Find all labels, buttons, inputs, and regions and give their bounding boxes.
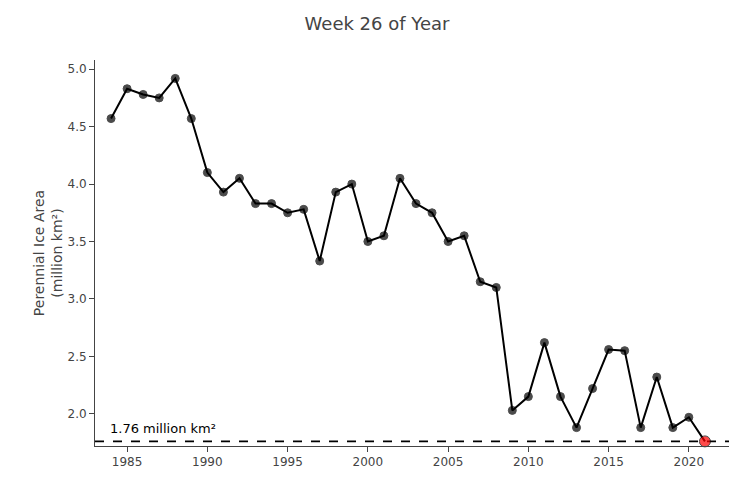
svg-text:2010: 2010 bbox=[513, 455, 544, 469]
svg-text:4.5: 4.5 bbox=[68, 120, 87, 134]
svg-text:1990: 1990 bbox=[192, 455, 223, 469]
svg-text:1995: 1995 bbox=[272, 455, 303, 469]
svg-text:1.76 million km²: 1.76 million km² bbox=[110, 421, 216, 436]
svg-text:3.0: 3.0 bbox=[68, 292, 87, 306]
svg-text:Week 26 of Year: Week 26 of Year bbox=[305, 13, 450, 34]
svg-text:2005: 2005 bbox=[433, 455, 464, 469]
svg-text:3.5: 3.5 bbox=[68, 235, 87, 249]
svg-text:2015: 2015 bbox=[593, 455, 624, 469]
svg-text:2.0: 2.0 bbox=[68, 407, 87, 421]
svg-text:2020: 2020 bbox=[674, 455, 705, 469]
svg-text:2000: 2000 bbox=[353, 455, 384, 469]
svg-text:1985: 1985 bbox=[112, 455, 143, 469]
svg-text:5.0: 5.0 bbox=[68, 62, 87, 76]
svg-text:Perennial Ice Area(million km²: Perennial Ice Area(million km²) bbox=[31, 190, 65, 316]
svg-text:4.0: 4.0 bbox=[68, 177, 87, 191]
svg-text:2.5: 2.5 bbox=[68, 350, 87, 364]
